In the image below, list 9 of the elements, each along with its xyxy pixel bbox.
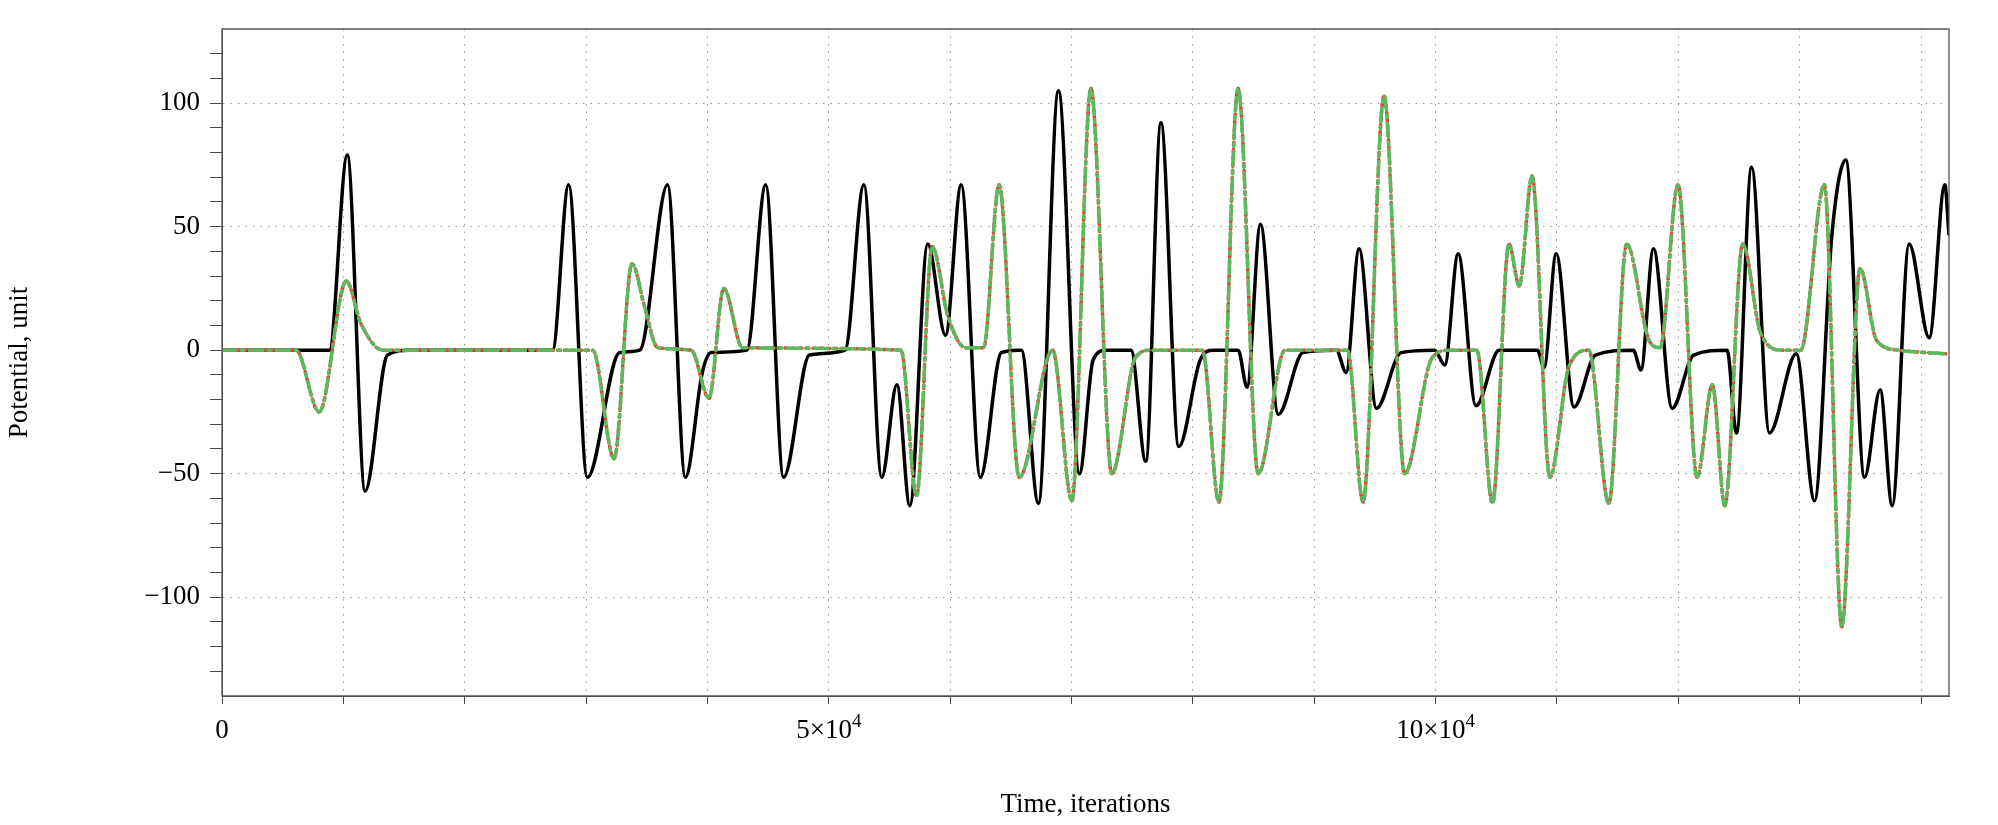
y-tick-label: −50 bbox=[157, 456, 200, 487]
y-tick-label: 0 bbox=[186, 333, 200, 364]
line-series bbox=[222, 86, 1948, 629]
y-tick-label: 50 bbox=[173, 209, 200, 240]
y-axis-title: Potential, unit bbox=[3, 286, 34, 439]
x-tick-label: 0 bbox=[215, 714, 229, 744]
y-tick-label: −100 bbox=[144, 580, 200, 611]
x-axis-title: Time, iterations bbox=[1000, 787, 1171, 818]
y-tick-label: 100 bbox=[159, 86, 200, 117]
